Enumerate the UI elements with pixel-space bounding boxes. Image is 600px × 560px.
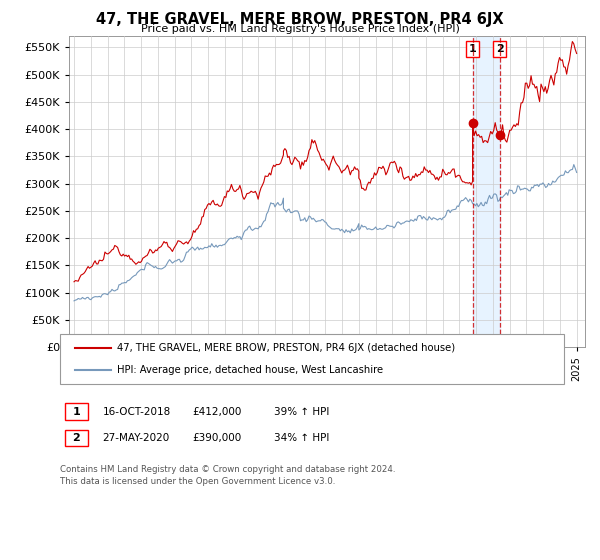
Text: 34% ↑ HPI: 34% ↑ HPI (274, 433, 329, 443)
Text: Price paid vs. HM Land Registry's House Price Index (HPI): Price paid vs. HM Land Registry's House … (140, 24, 460, 34)
Text: £390,000: £390,000 (193, 433, 242, 443)
Text: 2: 2 (73, 433, 80, 443)
Text: 1: 1 (73, 407, 80, 417)
Text: Contains HM Land Registry data © Crown copyright and database right 2024.
This d: Contains HM Land Registry data © Crown c… (60, 465, 395, 486)
Text: 47, THE GRAVEL, MERE BROW, PRESTON, PR4 6JX (detached house): 47, THE GRAVEL, MERE BROW, PRESTON, PR4 … (117, 343, 455, 353)
Text: 1: 1 (469, 44, 476, 54)
Text: 27-MAY-2020: 27-MAY-2020 (103, 433, 170, 443)
Text: 39% ↑ HPI: 39% ↑ HPI (274, 407, 329, 417)
Text: 47, THE GRAVEL, MERE BROW, PRESTON, PR4 6JX: 47, THE GRAVEL, MERE BROW, PRESTON, PR4 … (96, 12, 504, 27)
Text: HPI: Average price, detached house, West Lancashire: HPI: Average price, detached house, West… (117, 365, 383, 375)
Text: £412,000: £412,000 (193, 407, 242, 417)
Text: 16-OCT-2018: 16-OCT-2018 (103, 407, 171, 417)
Bar (473, 36, 500, 347)
Text: 2: 2 (496, 44, 503, 54)
